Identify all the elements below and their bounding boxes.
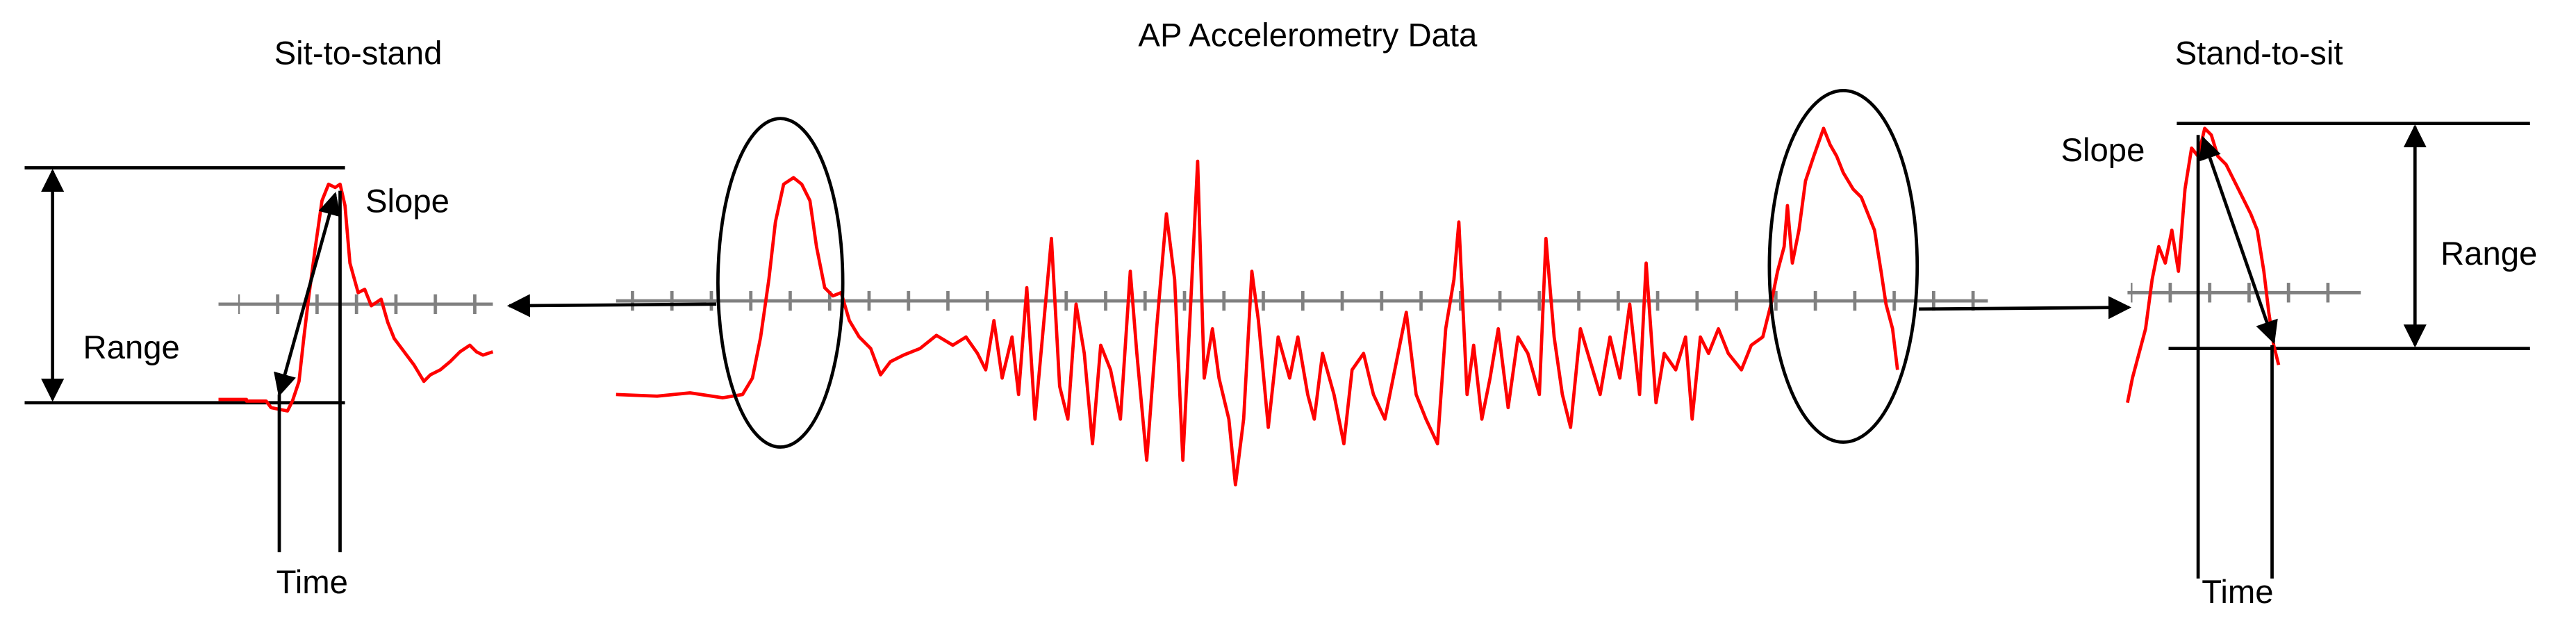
panel-title: Sit-to-stand [274, 35, 443, 72]
sit-to-stand-panel: Range Slope Time [24, 166, 494, 601]
time-label: Time [2202, 574, 2273, 611]
panel-title: Stand-to-sit [2175, 35, 2343, 72]
main-title: AP Accelerometry Data [1138, 17, 1478, 54]
ap-accelerometry-signal [506, 89, 2132, 487]
time-label: Time [276, 564, 348, 601]
range-label: Range [2441, 236, 2537, 272]
stand-to-sit-panel: Range Slope Time [2061, 122, 2537, 611]
slope-label: Slope [365, 183, 449, 220]
range-label: Range [83, 329, 180, 366]
slope-label: Slope [2061, 132, 2145, 169]
